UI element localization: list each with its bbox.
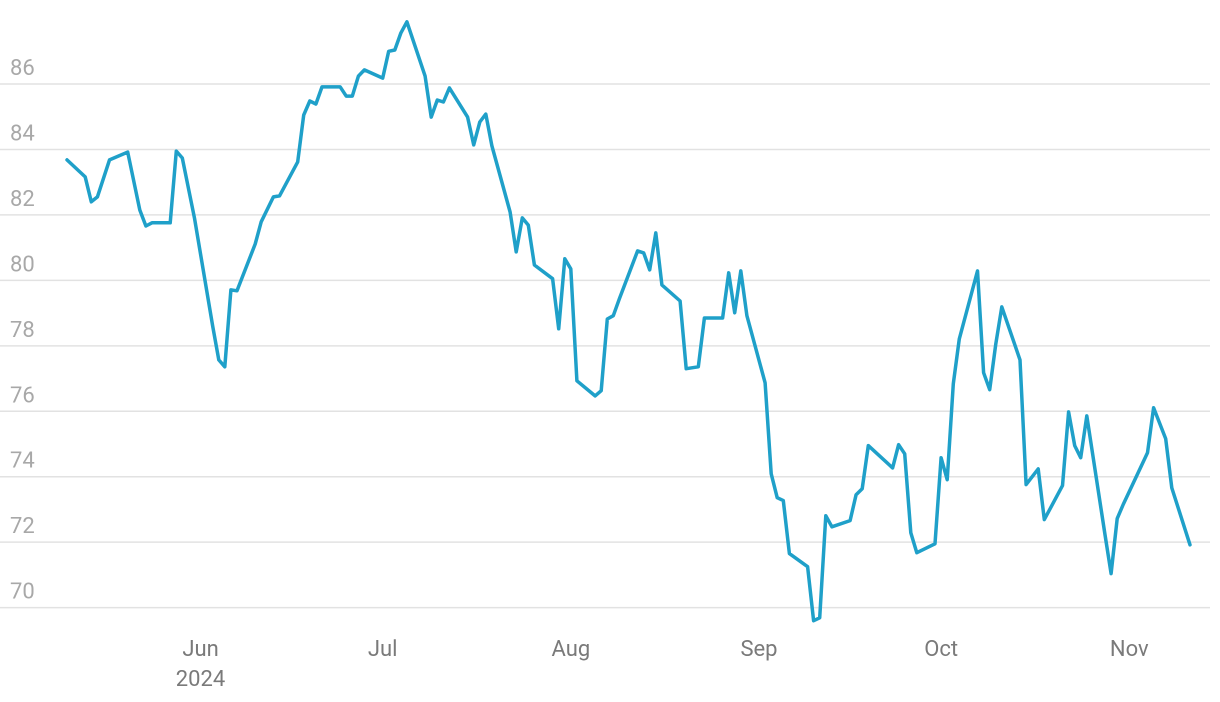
x-tick-label: Sep <box>740 637 777 662</box>
y-tick-label: 72 <box>10 514 35 539</box>
y-tick-label: 80 <box>10 252 35 277</box>
y-tick-label: 82 <box>10 187 35 212</box>
y-tick-label: 74 <box>10 449 35 474</box>
x-tick-label: Jul <box>368 637 398 662</box>
x-tick-label: Aug <box>551 637 590 662</box>
price-line <box>65 20 1192 623</box>
x-tick-label: Oct <box>924 637 958 662</box>
x-tick-label: Jun <box>182 637 218 662</box>
y-tick-label: 70 <box>10 580 35 605</box>
y-tick-label: 86 <box>10 56 35 81</box>
x-year-label: 2024 <box>176 667 225 692</box>
x-tick-label: Nov <box>1110 637 1149 662</box>
y-tick-label: 78 <box>10 318 35 343</box>
y-tick-label: 76 <box>10 383 35 408</box>
y-tick-label: 84 <box>10 121 35 146</box>
